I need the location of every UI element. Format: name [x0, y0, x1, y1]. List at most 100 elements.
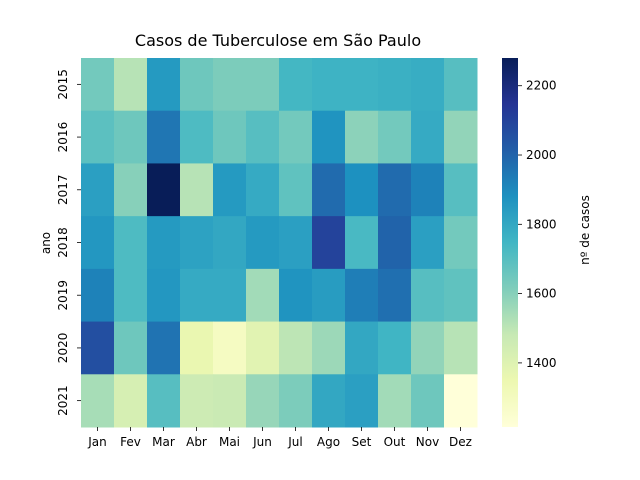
heatmap-cell-2016-Jan — [81, 110, 115, 164]
heatmap-cell-2019-Jul — [279, 268, 313, 323]
heatmap-cell-2015-Fev — [114, 58, 148, 112]
x-tick-label: Mar — [152, 435, 175, 449]
heatmap-cell-2018-Jun — [246, 216, 280, 270]
colorbar-tick-label: 1400 — [526, 356, 557, 370]
y-axis-label: ano — [39, 232, 53, 254]
heatmap-cell-2015-Out — [378, 58, 412, 112]
heatmap-cell-2017-Jan — [81, 163, 115, 217]
heatmap-cell-2021-Nov — [411, 374, 445, 428]
heatmap-cell-2019-Dez — [444, 268, 478, 323]
heatmap-cell-2021-Fev — [114, 374, 148, 428]
heatmap-cell-2020-Jan — [81, 321, 115, 375]
x-tick-label: Jul — [287, 435, 302, 449]
x-tick-label: Jan — [87, 435, 107, 449]
heatmap-cell-2020-Ago — [312, 321, 346, 375]
heatmap-cell-2019-Jan — [81, 268, 115, 323]
colorbar — [502, 58, 518, 427]
heatmap-cell-2016-Abr — [180, 110, 214, 164]
heatmap-cell-2017-Jun — [246, 163, 280, 217]
x-axis: Jan Fev Mar Abr Mai Jun Jul Ago Set Out Nov Dez — [87, 427, 472, 449]
heatmap-cell-2020-Abr — [180, 321, 214, 375]
heatmap-cell-2017-Fev — [114, 163, 148, 217]
heatmap-cell-2021-Abr — [180, 374, 214, 428]
heatmap-cell-2017-Nov — [411, 163, 445, 217]
heatmap-cell-2015-Set — [345, 58, 379, 112]
heatmap-cell-2017-Mar — [147, 163, 181, 217]
heatmap-cell-2017-Set — [345, 163, 379, 217]
heatmap-cell-2019-Ago — [312, 268, 346, 323]
heatmap-cell-2018-Mar — [147, 216, 181, 270]
colorbar-tick-label: 2200 — [526, 79, 557, 93]
heatmap-cell-2021-Ago — [312, 374, 346, 428]
heatmap-cell-2016-Ago — [312, 110, 346, 164]
heatmap-cell-2015-Abr — [180, 58, 214, 112]
x-tick-label: Nov — [416, 435, 439, 449]
x-tick-label: Ago — [317, 435, 340, 449]
heatmap-cell-2018-Set — [345, 216, 379, 270]
heatmap-cell-2018-Jul — [279, 216, 313, 270]
heatmap-cell-2019-Jun — [246, 268, 280, 323]
heatmap-cell-2021-Jul — [279, 374, 313, 428]
heatmap-cell-2019-Nov — [411, 268, 445, 323]
heatmap-cell-2017-Mai — [213, 163, 247, 217]
heatmap-cell-2020-Set — [345, 321, 379, 375]
heatmap-cell-2020-Jul — [279, 321, 313, 375]
heatmap-cell-2018-Mai — [213, 216, 247, 270]
heatmap-cell-2019-Out — [378, 268, 412, 323]
heatmap-cell-2016-Set — [345, 110, 379, 164]
heatmap-cell-2017-Dez — [444, 163, 478, 217]
heatmap-cell-2015-Jan — [81, 58, 115, 112]
heatmap-cell-2018-Abr — [180, 216, 214, 270]
heatmap-cell-2021-Dez — [444, 374, 478, 428]
heatmap-cell-2016-Dez — [444, 110, 478, 164]
x-tick-label: Jun — [252, 435, 272, 449]
heatmap-cell-2018-Dez — [444, 216, 478, 270]
heatmap-cell-2021-Jan — [81, 374, 115, 428]
heatmap-cell-2018-Out — [378, 216, 412, 270]
heatmap-cell-2015-Ago — [312, 58, 346, 112]
heatmap-cell-2018-Ago — [312, 216, 346, 270]
heatmap-cell-2016-Fev — [114, 110, 148, 164]
y-tick-label: 2015 — [56, 69, 70, 100]
heatmap-cell-2019-Abr — [180, 268, 214, 323]
heatmap-cell-2021-Mai — [213, 374, 247, 428]
heatmap-cell-2019-Fev — [114, 268, 148, 323]
y-tick-label: 2021 — [56, 385, 70, 416]
heatmap-cell-2020-Mai — [213, 321, 247, 375]
heatmap-cell-2020-Fev — [114, 321, 148, 375]
heatmap-cell-2021-Set — [345, 374, 379, 428]
heatmap-cell-2019-Mar — [147, 268, 181, 323]
heatmap-cell-2015-Nov — [411, 58, 445, 112]
y-tick-label: 2019 — [56, 280, 70, 311]
heatmap-cell-2016-Out — [378, 110, 412, 164]
heatmap-cell-2015-Dez — [444, 58, 478, 112]
colorbar-tick-label: 1800 — [526, 217, 557, 231]
heatmap-cell-2015-Mai — [213, 58, 247, 112]
heatmap-cell-2021-Jun — [246, 374, 280, 428]
x-tick-label: Set — [352, 435, 372, 449]
heatmap-cell-2015-Jul — [279, 58, 313, 112]
heatmap-cells — [81, 58, 478, 428]
colorbar-label: nº de casos — [578, 195, 592, 265]
heatmap-cell-2016-Mar — [147, 110, 181, 164]
y-tick-label: 2020 — [56, 333, 70, 364]
heatmap-cell-2015-Jun — [246, 58, 280, 112]
heatmap-cell-2019-Mai — [213, 268, 247, 323]
heatmap-cell-2017-Jul — [279, 163, 313, 217]
heatmap-cell-2018-Jan — [81, 216, 115, 270]
colorbar-tick-label: 2000 — [526, 148, 557, 162]
heatmap-cell-2020-Mar — [147, 321, 181, 375]
heatmap-cell-2017-Out — [378, 163, 412, 217]
heatmap-cell-2018-Nov — [411, 216, 445, 270]
heatmap-cell-2017-Abr — [180, 163, 214, 217]
x-tick-label: Dez — [449, 435, 472, 449]
heatmap-cell-2020-Jun — [246, 321, 280, 375]
heatmap-cell-2018-Fev — [114, 216, 148, 270]
y-tick-label: 2017 — [56, 175, 70, 206]
heatmap-cell-2016-Jun — [246, 110, 280, 164]
heatmap-cell-2017-Ago — [312, 163, 346, 217]
heatmap-cell-2015-Mar — [147, 58, 181, 112]
heatmap-cell-2016-Jul — [279, 110, 313, 164]
heatmap-cell-2019-Set — [345, 268, 379, 323]
